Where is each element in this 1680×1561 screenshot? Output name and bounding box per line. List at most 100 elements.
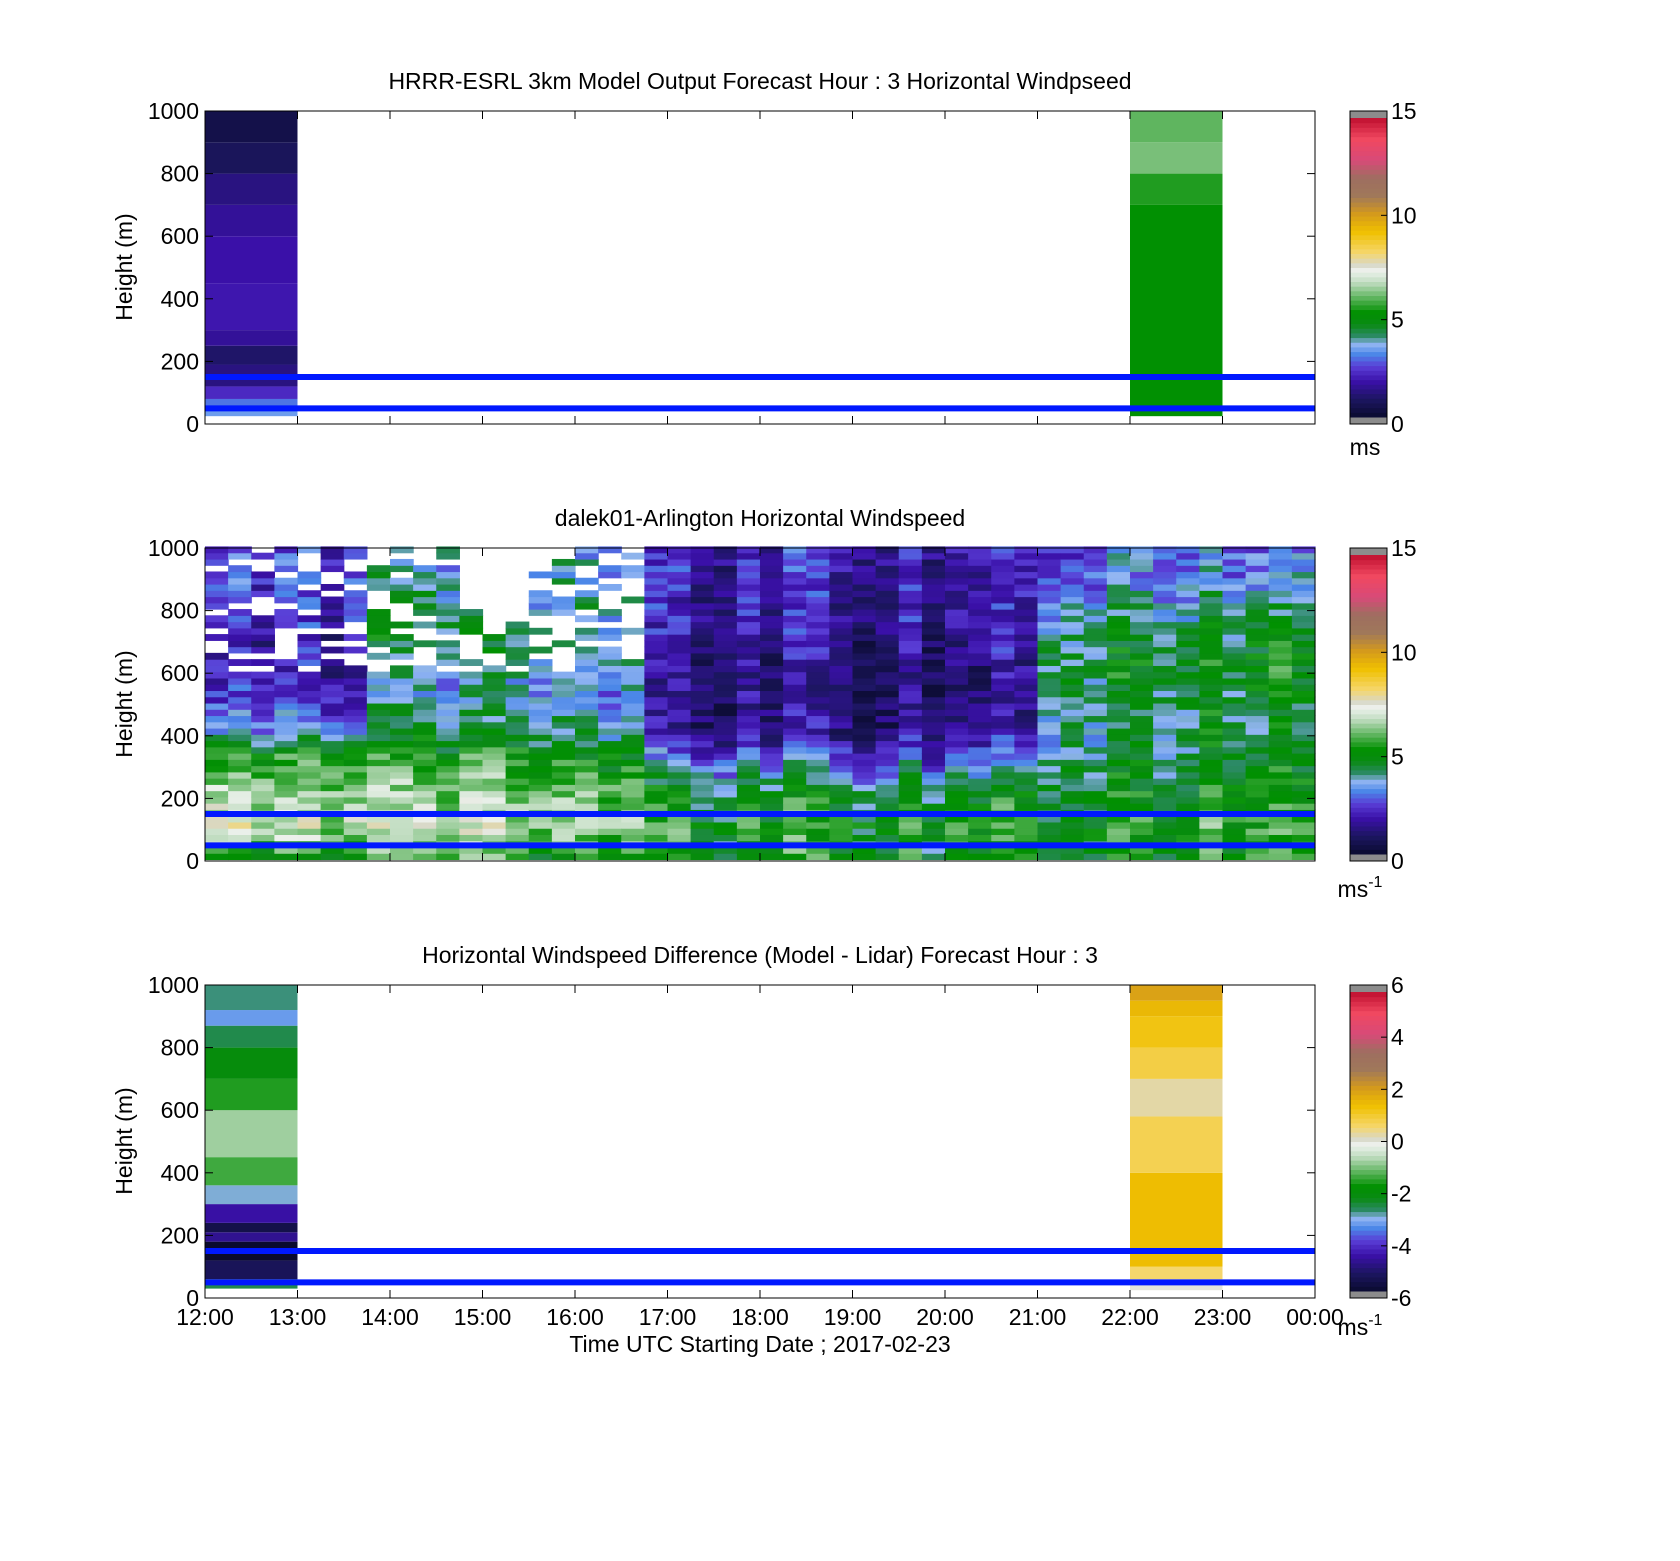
heatmap-cell bbox=[852, 602, 877, 610]
heatmap-cell bbox=[921, 621, 946, 629]
heatmap-cell bbox=[1199, 571, 1224, 579]
heatmap-cell bbox=[205, 652, 229, 660]
heatmap-cell bbox=[413, 640, 437, 648]
heatmap-cell bbox=[390, 753, 414, 760]
heatmap-cell bbox=[1014, 828, 1039, 835]
heatmap-cell bbox=[760, 552, 784, 560]
heatmap-cell bbox=[991, 721, 1015, 729]
heatmap-cell bbox=[1268, 684, 1293, 692]
heatmap-cell bbox=[575, 828, 599, 835]
heatmap-cell bbox=[1083, 665, 1108, 673]
heatmap-cell bbox=[575, 552, 599, 560]
heatmap-cell bbox=[621, 846, 645, 854]
heatmap-cell bbox=[390, 721, 414, 729]
heatmap-cell bbox=[1014, 784, 1039, 792]
heatmap-cell bbox=[713, 778, 738, 785]
heatmap-cell bbox=[875, 759, 900, 767]
heatmap-cell bbox=[690, 590, 715, 598]
heatmap-cell bbox=[1130, 615, 1154, 623]
heatmap-cell bbox=[1153, 753, 1177, 760]
heatmap-cell bbox=[1199, 646, 1224, 654]
heatmap-cell bbox=[644, 634, 669, 641]
heatmap-cell bbox=[898, 684, 923, 692]
heatmap-cell bbox=[1130, 778, 1154, 785]
heatmap-cell bbox=[1083, 634, 1108, 641]
heatmap-cell bbox=[205, 1078, 298, 1111]
heatmap-cell bbox=[205, 621, 229, 629]
heatmap-cell bbox=[1222, 740, 1247, 748]
heatmap-cell bbox=[598, 615, 622, 623]
heatmap-cell bbox=[320, 546, 345, 554]
heatmap-cell bbox=[690, 790, 715, 798]
heatmap-cell bbox=[1222, 834, 1247, 842]
heatmap-cell bbox=[783, 627, 807, 635]
heatmap-cell bbox=[528, 759, 553, 767]
heatmap-cell bbox=[251, 821, 275, 829]
colorbar-swatch bbox=[1350, 402, 1387, 409]
heatmap-cell bbox=[829, 571, 854, 579]
panel-lidar-windspeed: dalek01-Arlington Horizontal Windspeed 0… bbox=[111, 505, 1417, 902]
heatmap-cell bbox=[783, 621, 807, 629]
heatmap-cell bbox=[575, 659, 599, 666]
heatmap-cell bbox=[1245, 771, 1270, 779]
heatmap-cell bbox=[667, 552, 692, 560]
heatmap-cell bbox=[1153, 727, 1177, 735]
heatmap-cell bbox=[736, 702, 761, 710]
heatmap-cell bbox=[829, 583, 854, 591]
heatmap-cell bbox=[783, 609, 807, 616]
heatmap-cell bbox=[205, 634, 229, 641]
heatmap-cell bbox=[921, 734, 946, 742]
heatmap-cell bbox=[1291, 778, 1316, 785]
heatmap-cell bbox=[921, 552, 946, 560]
colorbar-swatch bbox=[1350, 1281, 1387, 1287]
heatmap-cell bbox=[736, 571, 761, 579]
heatmap-cell bbox=[806, 652, 830, 660]
heatmap-cell bbox=[390, 727, 414, 735]
heatmap-cell bbox=[1083, 815, 1108, 823]
heatmap-cell bbox=[829, 659, 854, 666]
heatmap-cell bbox=[991, 803, 1015, 810]
heatmap-cell bbox=[274, 753, 299, 760]
heatmap-cell bbox=[1106, 640, 1131, 648]
heatmap-cell bbox=[274, 765, 299, 773]
heatmap-cell bbox=[251, 790, 275, 798]
colorbar-swatch bbox=[1350, 360, 1387, 367]
heatmap-cell bbox=[829, 828, 854, 835]
heatmap-cell bbox=[968, 609, 992, 616]
heatmap-cell bbox=[829, 702, 854, 710]
heatmap-cell bbox=[274, 690, 299, 698]
heatmap-cell bbox=[390, 778, 414, 785]
heatmap-cell bbox=[1199, 596, 1224, 604]
heatmap-cell bbox=[436, 790, 460, 798]
heatmap-cell bbox=[1268, 727, 1293, 735]
heatmap-cell bbox=[505, 778, 530, 785]
heatmap-cell bbox=[1106, 753, 1131, 760]
heatmap-cell bbox=[760, 696, 784, 704]
heatmap-cell bbox=[528, 765, 553, 773]
colorbar-swatch bbox=[1350, 239, 1387, 245]
colorbar-cap-top bbox=[1350, 985, 1387, 992]
heatmap-cell bbox=[1130, 784, 1154, 792]
heatmap-cell bbox=[1130, 985, 1223, 1001]
heatmap-cell bbox=[274, 828, 299, 835]
heatmap-cell bbox=[898, 815, 923, 823]
heatmap-cell bbox=[251, 765, 275, 773]
heatmap-cell bbox=[274, 702, 299, 710]
heatmap-cell bbox=[945, 640, 969, 648]
heatmap-cell bbox=[875, 627, 900, 635]
heatmap-cell bbox=[205, 690, 229, 698]
heatmap-cell bbox=[991, 727, 1015, 735]
heatmap-cell bbox=[1037, 727, 1062, 735]
heatmap-cell bbox=[1245, 571, 1270, 579]
heatmap-cell bbox=[413, 759, 437, 767]
heatmap-cell bbox=[251, 778, 275, 785]
heatmap-cell bbox=[898, 546, 923, 554]
heatmap-cell bbox=[436, 721, 460, 729]
heatmap-cell bbox=[921, 696, 946, 704]
colorbar-swatch bbox=[1350, 615, 1387, 621]
heatmap-cell bbox=[621, 671, 645, 679]
panel-1-reference-lines bbox=[205, 374, 1315, 412]
heatmap-cell bbox=[921, 646, 946, 654]
heatmap-cell bbox=[251, 771, 275, 779]
heatmap-cell bbox=[945, 828, 969, 835]
